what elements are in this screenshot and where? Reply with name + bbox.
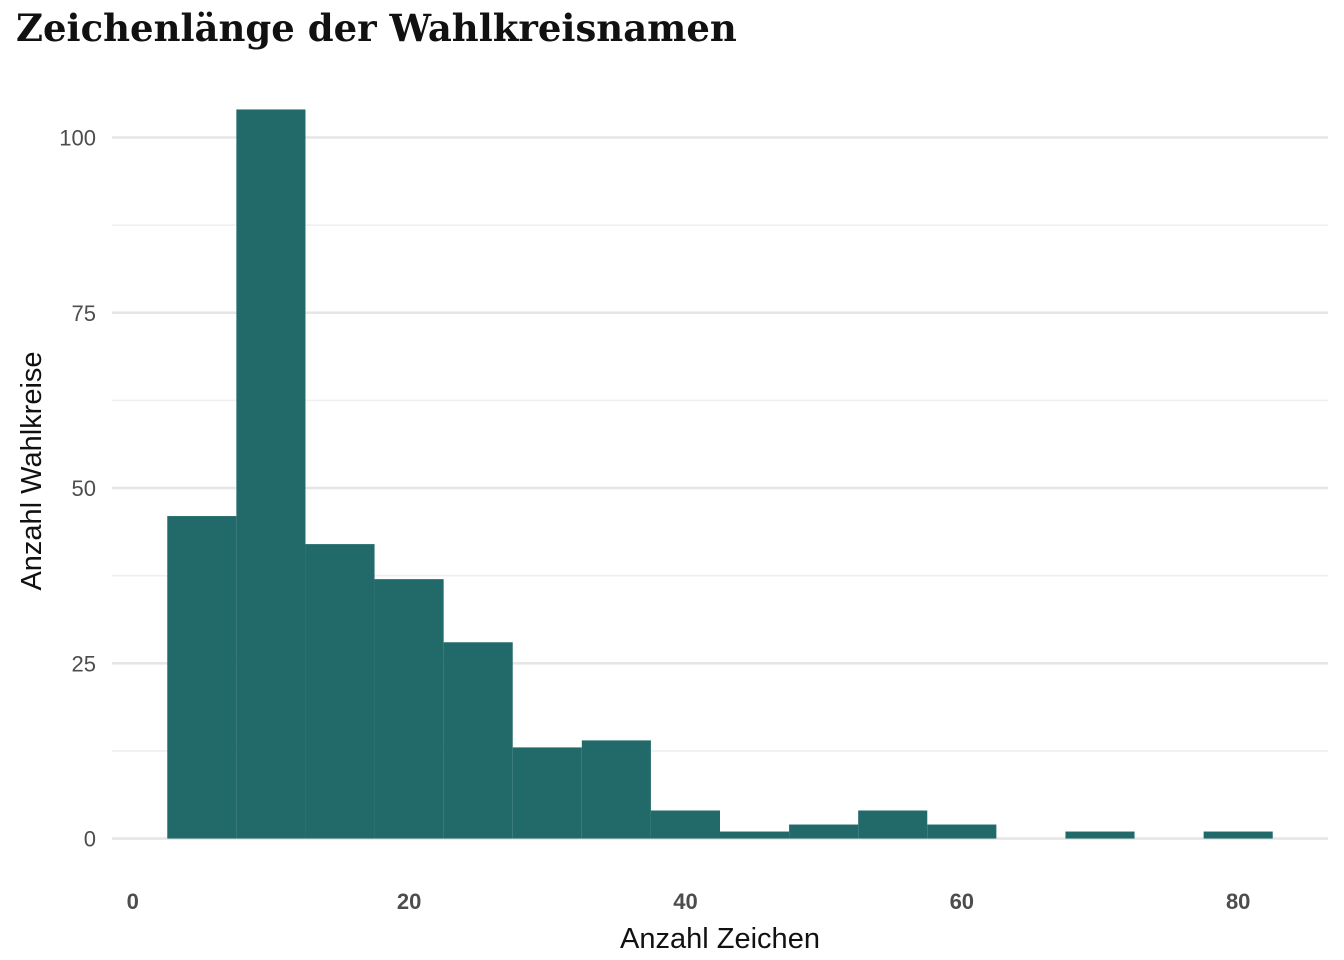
y-axis-ticks: 0 25 50 75 100: [59, 125, 96, 851]
histogram-bar: [858, 810, 928, 839]
x-tick-label: 20: [397, 889, 421, 914]
histogram-bar: [581, 740, 651, 839]
histogram-bar: [1065, 831, 1135, 839]
x-tick-label: 40: [673, 889, 697, 914]
histogram-bar: [236, 109, 306, 839]
y-tick-label: 25: [72, 651, 96, 676]
y-tick-label: 75: [72, 301, 96, 326]
y-tick-label: 0: [84, 827, 96, 852]
histogram-bars: [167, 109, 1273, 839]
histogram-bar: [1203, 831, 1273, 839]
x-tick-label: 80: [1226, 889, 1250, 914]
x-tick-label: 60: [950, 889, 974, 914]
histogram-bar: [374, 579, 444, 839]
histogram-bar: [650, 810, 720, 839]
x-axis-ticks: 0 20 40 60 80: [127, 889, 1251, 914]
x-axis-title: Anzahl Zeichen: [620, 923, 820, 955]
histogram-bar: [927, 824, 997, 839]
y-tick-label: 100: [59, 125, 96, 150]
histogram-bar: [789, 824, 859, 839]
histogram-bar: [305, 544, 375, 839]
histogram-bar: [167, 516, 237, 839]
histogram-bar: [443, 642, 513, 839]
histogram-bar: [512, 747, 582, 839]
chart-title: Zeichenlänge der Wahlkreisnamen: [16, 6, 737, 50]
histogram-bar: [720, 831, 790, 839]
y-axis-title: Anzahl Wahlkreise: [16, 351, 48, 590]
y-tick-label: 50: [72, 476, 96, 501]
x-tick-label: 0: [127, 889, 139, 914]
